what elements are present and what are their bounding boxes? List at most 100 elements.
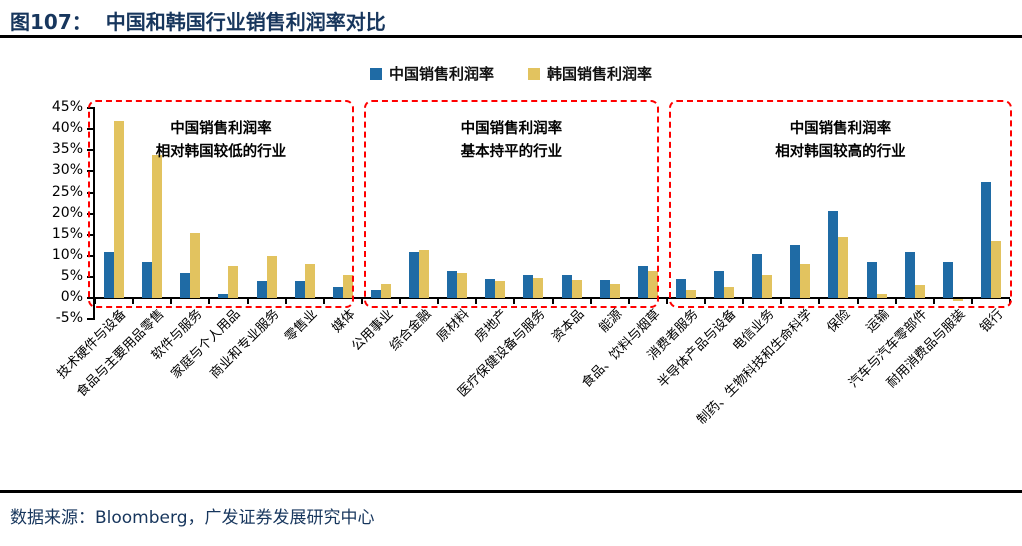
region-label: 中国销售利润率 相对韩国较高的行业	[669, 118, 1012, 164]
bar-korea	[533, 277, 544, 298]
region-box	[88, 100, 354, 308]
region-label-line1: 中国销售利润率	[460, 121, 563, 137]
bar-china	[218, 293, 229, 298]
footer-divider	[0, 490, 1022, 493]
bar-china	[180, 272, 191, 298]
bar-china	[904, 251, 915, 298]
x-axis-tick	[208, 299, 211, 304]
bar-korea	[647, 270, 658, 298]
y-axis-tick	[87, 191, 93, 194]
bar-china	[104, 251, 115, 298]
y-axis-tick	[87, 149, 93, 152]
bar-korea	[914, 285, 925, 298]
x-axis-tick	[399, 299, 401, 304]
bar-china	[447, 270, 458, 298]
bar-korea	[571, 279, 582, 298]
y-axis-label: 10%	[51, 246, 83, 263]
x-axis-tick	[818, 299, 821, 304]
bar-korea	[457, 272, 468, 298]
x-axis-tick	[132, 299, 135, 304]
x-axis-tick	[475, 299, 478, 304]
x-axis-tick	[170, 299, 173, 304]
region-label-line1: 中国销售利润率	[789, 121, 892, 137]
bar-korea	[495, 281, 506, 298]
x-axis-tick	[437, 299, 440, 304]
bar-korea	[266, 255, 277, 298]
bar-korea	[800, 264, 811, 298]
bar-china	[828, 211, 839, 298]
bar-korea	[952, 299, 963, 302]
bar-korea	[304, 264, 315, 298]
x-axis-tick	[246, 299, 249, 304]
bar-korea	[114, 120, 125, 298]
bar-korea	[838, 236, 849, 298]
bar-china	[942, 262, 953, 298]
x-axis-tick	[856, 299, 859, 304]
x-axis-tick	[894, 299, 897, 304]
bar-china	[599, 279, 610, 298]
legend-item-china: 中国销售利润率	[369, 63, 494, 84]
y-axis-tick	[87, 128, 93, 131]
bar-korea	[990, 241, 1001, 298]
x-axis-tick	[665, 299, 668, 304]
bar-china	[866, 262, 877, 298]
y-axis-tick	[87, 233, 93, 236]
figure-title: 中国和韩国行业销售利润率对比	[105, 10, 386, 34]
x-axis-tick	[970, 299, 973, 304]
legend-item-korea: 韩国销售利润率	[528, 63, 652, 84]
region-label-line1: 中国销售利润率	[170, 121, 272, 137]
legend-label-china: 中国销售利润率	[388, 65, 494, 83]
legend-swatch-korea-icon	[528, 67, 540, 80]
bar-china	[675, 279, 686, 298]
x-axis-tick	[780, 299, 783, 304]
y-axis-label: 5%	[60, 267, 83, 284]
bar-korea	[609, 284, 620, 298]
x-axis-tick	[360, 299, 363, 304]
x-axis-tick	[627, 299, 630, 304]
bar-china	[637, 266, 648, 298]
bar-korea	[190, 232, 201, 298]
chart-legend: 中国销售利润率 韩国销售利润率	[0, 63, 1022, 84]
figure-header: 图107： 中国和韩国行业销售利润率对比	[10, 6, 386, 35]
bar-china	[790, 245, 801, 298]
region-box	[668, 100, 1012, 308]
bar-china	[523, 274, 534, 298]
y-axis-tick	[87, 297, 93, 299]
legend-swatch-china-icon	[369, 67, 382, 80]
region-label: 中国销售利润率 相对韩国较低的行业	[88, 118, 354, 164]
y-axis-label: -5%	[55, 310, 83, 327]
y-axis-tick	[87, 275, 93, 278]
x-axis-tick	[284, 299, 287, 304]
bar-china	[980, 181, 991, 298]
y-axis-tick	[87, 170, 93, 173]
y-axis-tick	[87, 212, 93, 215]
x-axis-tick	[513, 299, 516, 304]
x-axis-tick	[551, 299, 554, 304]
bar-china	[370, 290, 381, 298]
y-axis-label: 0%	[60, 289, 83, 305]
bar-korea	[762, 274, 773, 298]
bar-china	[142, 262, 153, 298]
bar-china	[561, 274, 572, 298]
y-axis-label: 15%	[51, 225, 83, 242]
region-label-line2: 相对韩国较低的行业	[155, 144, 287, 160]
y-axis-label: 45%	[51, 99, 83, 116]
bar-korea	[876, 293, 887, 298]
bar-korea	[342, 274, 353, 298]
bar-china	[752, 253, 763, 298]
y-axis-label: 30%	[51, 162, 83, 179]
bar-korea	[685, 289, 696, 298]
x-axis-tick	[322, 299, 325, 304]
x-axis-tick	[704, 299, 706, 304]
y-axis-tick	[87, 107, 93, 110]
y-axis-tick	[87, 254, 93, 257]
y-axis-label: 20%	[51, 204, 83, 221]
bar-korea	[152, 154, 163, 298]
x-axis-line	[93, 297, 1010, 299]
bar-korea	[228, 266, 239, 298]
data-source: 数据来源：Bloomberg，广发证券发展研究中心	[10, 508, 375, 528]
bar-china	[409, 251, 420, 298]
bar-korea	[380, 284, 391, 298]
